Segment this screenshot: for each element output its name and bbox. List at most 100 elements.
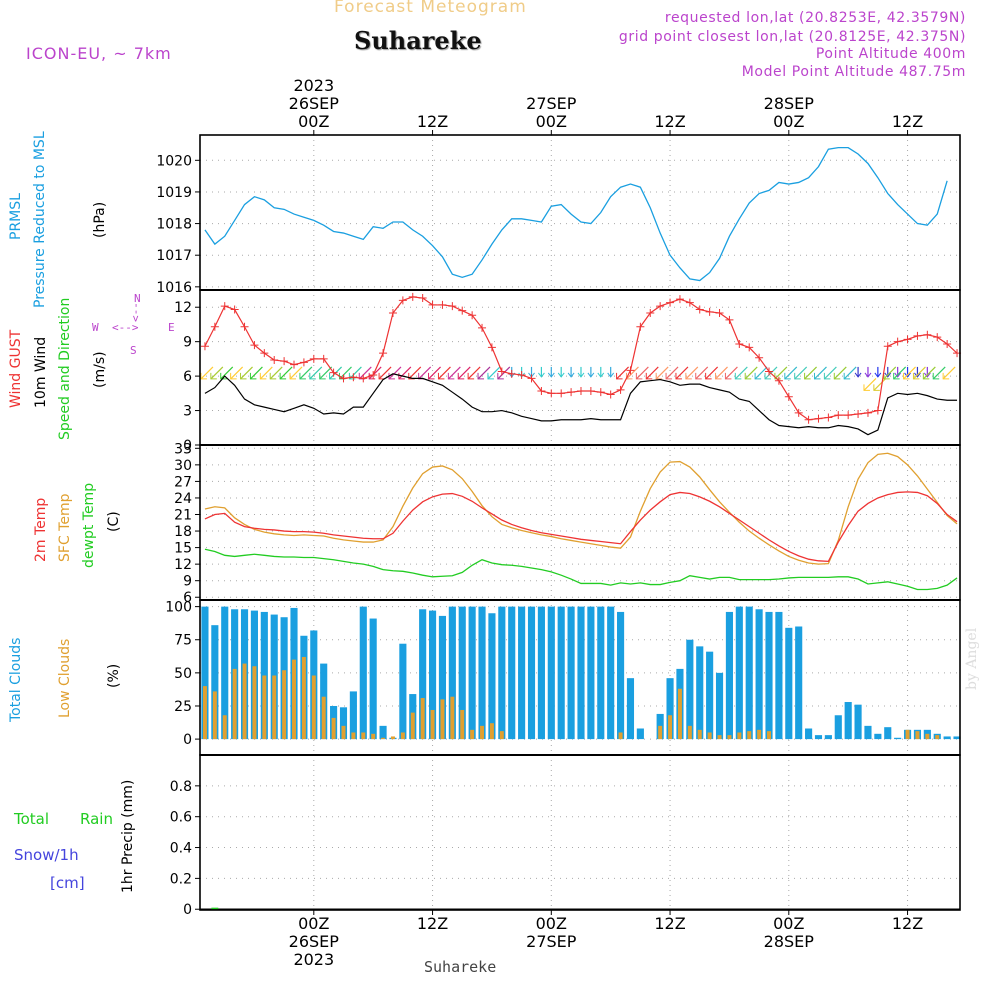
wind-gust-marker [379, 349, 387, 357]
total-clouds-bar [884, 727, 891, 739]
y-tick-label: 1019 [156, 185, 192, 201]
panel-frame [200, 135, 960, 290]
low-clouds-bar [490, 723, 494, 739]
time-label-top: 00Z [536, 112, 567, 131]
wind-gust-marker [280, 357, 288, 365]
time-label-bottom: 12Z [417, 914, 448, 933]
wind-gust-marker [359, 374, 367, 382]
wind-gust-marker [607, 390, 615, 398]
y-tick-label: 0.2 [170, 871, 192, 887]
low-clouds-bar [243, 664, 247, 740]
total-clouds-bar [864, 726, 871, 739]
total-clouds-bar [469, 607, 476, 739]
total-clouds-bar [706, 652, 713, 739]
time-label-top: 12Z [892, 112, 923, 131]
low-clouds-bar [262, 676, 266, 740]
y-tick-label: 33 [174, 441, 192, 457]
wind-gust-marker [864, 409, 872, 417]
wind-gust-line [205, 297, 957, 420]
low-clouds-bar [342, 726, 346, 739]
total-clouds-bar [478, 607, 485, 739]
y-tick-label: 0.6 [170, 810, 192, 826]
low-clouds-bar [421, 698, 425, 739]
time-label-top: 00Z [773, 112, 804, 131]
total-clouds-bar [944, 736, 951, 739]
low-clouds-bar [440, 699, 444, 739]
wind-gust-marker [211, 323, 219, 331]
wind-gust-marker [320, 355, 328, 363]
prmsl-line [205, 148, 947, 281]
total-clouds-bar [855, 705, 862, 739]
total-clouds-bar [617, 612, 624, 739]
wind-gust-marker [577, 387, 585, 395]
total-clouds-bar [874, 734, 881, 739]
wind-gust-marker [488, 343, 496, 351]
total-clouds-bar [736, 607, 743, 739]
wind-gust-marker [498, 368, 506, 376]
wind-direction-arrow [844, 367, 856, 379]
wind-gust-marker [349, 373, 357, 381]
wind-gust-marker [676, 295, 684, 303]
wind-gust-marker [636, 323, 644, 331]
total-clouds-bar [775, 612, 782, 739]
wind-gust-marker [795, 409, 803, 417]
wind-gust-marker [824, 413, 832, 421]
low-clouds-bar [351, 732, 355, 739]
low-clouds-bar [668, 715, 672, 739]
low-clouds-bar [480, 726, 484, 739]
total-clouds-bar [548, 607, 555, 739]
wind-gust-marker [597, 388, 605, 396]
time-label-bottom: 12Z [654, 914, 685, 933]
total-clouds-bar [765, 612, 772, 739]
dewpt-temp-line [205, 549, 957, 589]
y-tick-label: 18 [174, 524, 192, 540]
wind-10m-line [205, 374, 957, 435]
y-tick-label: 0 [183, 732, 192, 748]
low-clouds-bar [361, 732, 365, 739]
y-tick-label: 1017 [156, 248, 192, 264]
total-clouds-bar [518, 607, 525, 739]
wind-gust-marker [923, 331, 931, 339]
y-tick-label: 100 [165, 600, 192, 616]
time-label-top: 26SEP [289, 94, 340, 113]
panel-frame [200, 755, 960, 910]
wind-gust-marker [646, 309, 654, 317]
wind-gust-marker [241, 323, 249, 331]
low-clouds-bar [619, 732, 623, 739]
total-clouds-bar [498, 607, 505, 739]
low-clouds-bar [391, 736, 395, 739]
low-clouds-bar [500, 731, 504, 739]
low-clouds-bar [925, 734, 929, 739]
wind-gust-marker [894, 338, 902, 346]
y-tick-label: 12 [174, 557, 192, 573]
total-clouds-bar [825, 735, 832, 739]
time-label-bottom: 26SEP [289, 932, 340, 951]
wind-gust-marker [438, 301, 446, 309]
wind-gust-marker [419, 294, 427, 302]
total-clouds-bar [696, 646, 703, 739]
wind-gust-marker [270, 356, 278, 364]
total-clouds-bar [597, 607, 604, 739]
total-clouds-bar [726, 612, 733, 739]
low-clouds-bar [332, 718, 336, 739]
low-clouds-bar [213, 691, 217, 739]
wind-gust-marker [725, 316, 733, 324]
time-label-bottom: 28SEP [764, 932, 815, 951]
total-clouds-bar [577, 607, 584, 739]
wind-gust-marker [201, 342, 209, 350]
total-clouds-bar [568, 607, 575, 739]
low-clouds-bar [460, 710, 464, 739]
total-clouds-bar [627, 678, 634, 739]
wind-gust-marker [567, 388, 575, 396]
low-clouds-bar [727, 735, 731, 739]
low-clouds-bar [747, 731, 751, 739]
wind-gust-marker [785, 393, 793, 401]
low-clouds-bar [371, 734, 375, 739]
y-tick-label: 1018 [156, 217, 192, 233]
wind-direction-arrow [874, 378, 886, 390]
total-clouds-bar [894, 738, 901, 739]
total-clouds-bar [686, 640, 693, 739]
time-label-top: 12Z [417, 112, 448, 131]
low-clouds-bar [431, 710, 435, 739]
total-clouds-bar [399, 644, 406, 739]
